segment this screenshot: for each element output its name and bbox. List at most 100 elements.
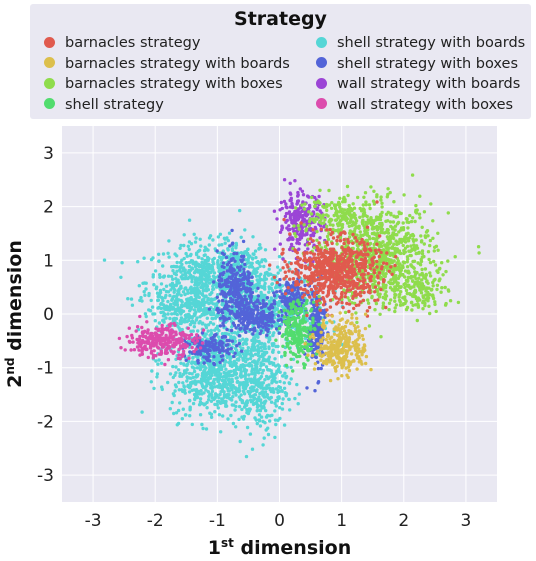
data-point [285, 337, 289, 342]
data-point [177, 353, 181, 357]
data-point [140, 325, 144, 330]
data-point [204, 427, 209, 431]
data-point [285, 218, 289, 223]
data-point [350, 301, 354, 305]
data-point [257, 279, 262, 283]
data-point [311, 319, 315, 323]
data-point [230, 364, 234, 369]
data-point [345, 184, 350, 189]
data-point [266, 323, 271, 328]
data-point [181, 352, 186, 356]
data-point [212, 361, 216, 366]
data-point [269, 296, 273, 300]
data-point [168, 316, 172, 321]
data-point [190, 316, 194, 320]
data-point [140, 299, 144, 303]
data-point [252, 385, 256, 389]
data-point [203, 402, 207, 406]
data-point [258, 424, 263, 428]
data-point [255, 397, 260, 402]
data-point [119, 275, 123, 279]
data-point [157, 358, 161, 362]
data-point [273, 357, 277, 361]
data-point [305, 299, 309, 303]
data-point [220, 400, 225, 405]
data-point [209, 344, 213, 349]
data-point [184, 313, 188, 317]
data-point [201, 385, 206, 390]
data-point [194, 375, 198, 379]
data-point [242, 405, 247, 409]
data-point [233, 294, 237, 298]
data-point [190, 361, 194, 365]
data-point [176, 421, 181, 426]
data-point [420, 252, 425, 256]
data-point [239, 363, 243, 368]
data-point [238, 374, 243, 378]
data-point [420, 267, 424, 272]
data-point [265, 333, 269, 337]
data-point [441, 273, 445, 277]
data-point [282, 308, 286, 313]
data-point [233, 336, 237, 340]
data-point [239, 282, 244, 286]
data-point [297, 307, 302, 311]
data-point [234, 376, 238, 380]
data-point [267, 299, 272, 303]
data-point [169, 283, 174, 287]
data-point [224, 404, 228, 408]
data-point [292, 338, 296, 343]
data-point [245, 380, 249, 384]
data-point [274, 338, 278, 342]
data-point [217, 396, 221, 400]
data-point [379, 198, 383, 202]
data-point [244, 454, 249, 459]
data-point [259, 361, 263, 365]
data-point [287, 381, 291, 385]
data-point [195, 339, 200, 343]
data-point [275, 217, 279, 221]
data-point [221, 290, 225, 294]
data-point [216, 374, 220, 378]
data-point [395, 215, 400, 219]
data-point [222, 265, 226, 269]
data-point [286, 342, 290, 347]
data-point [306, 358, 310, 362]
data-point [306, 326, 310, 330]
data-point [164, 348, 168, 352]
data-point [287, 224, 291, 228]
data-point [281, 333, 285, 337]
data-point [228, 396, 232, 401]
data-point [273, 307, 277, 312]
data-point [251, 313, 255, 318]
data-point [176, 280, 180, 284]
data-point [355, 233, 359, 237]
data-point [178, 401, 182, 405]
data-point [141, 333, 145, 338]
data-point [172, 393, 176, 398]
data-point [160, 326, 164, 330]
data-point [190, 277, 194, 281]
data-point [255, 409, 259, 413]
data-point [179, 293, 183, 297]
data-point [212, 262, 216, 266]
data-point [240, 349, 244, 353]
data-point [199, 244, 203, 248]
data-point [216, 293, 220, 297]
data-point [205, 316, 209, 320]
data-point [268, 419, 272, 423]
data-point [267, 355, 271, 359]
data-point [178, 338, 182, 342]
data-point [290, 201, 294, 206]
data-point [180, 417, 184, 421]
data-point [159, 310, 163, 315]
data-point [287, 333, 291, 338]
data-point [277, 385, 281, 389]
data-point [266, 432, 271, 437]
data-point [256, 344, 260, 348]
data-point [317, 294, 321, 299]
data-point [130, 303, 135, 307]
data-point [298, 187, 302, 191]
data-point [289, 306, 293, 310]
